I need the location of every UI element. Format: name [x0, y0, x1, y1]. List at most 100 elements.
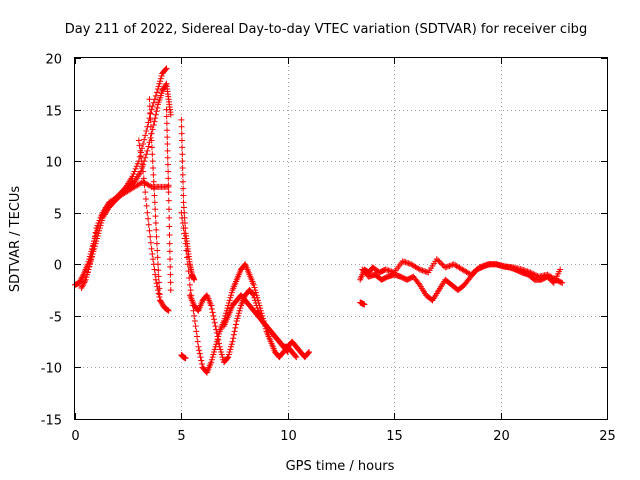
data-point: [213, 326, 220, 333]
data-point: [178, 116, 185, 123]
data-point: [167, 271, 174, 278]
data-point: [164, 147, 171, 154]
data-point: [153, 89, 160, 96]
data-point: [237, 305, 244, 312]
data-point: [164, 154, 171, 161]
data-point: [292, 353, 299, 360]
series-trace-j: [178, 352, 189, 362]
data-point: [79, 282, 86, 289]
data-point: [149, 158, 156, 165]
data-point: [230, 331, 237, 338]
data-point: [167, 263, 174, 270]
data-point: [361, 301, 368, 308]
data-point: [224, 305, 231, 312]
data-point: [384, 266, 391, 273]
data-point: [226, 348, 233, 355]
data-point: [235, 312, 242, 319]
data-point: [178, 123, 185, 130]
data-point: [155, 83, 162, 90]
data-point: [135, 137, 142, 144]
data-point: [184, 254, 191, 261]
data-point: [182, 240, 189, 247]
data-point: [80, 280, 87, 287]
data-point: [178, 209, 185, 216]
data-point: [97, 214, 104, 221]
data-point: [88, 254, 95, 261]
data-point: [148, 137, 155, 144]
data-point: [167, 279, 174, 286]
data-point: [251, 294, 258, 301]
data-point: [155, 273, 162, 280]
data-point: [147, 239, 154, 246]
series-trace-k: [220, 292, 291, 355]
data-point: [91, 233, 98, 240]
data-point: [155, 290, 162, 297]
data-point: [180, 225, 187, 232]
data-point: [403, 259, 410, 266]
series-trace-a: [72, 65, 170, 288]
data-point: [142, 154, 149, 161]
data-point: [184, 261, 191, 268]
data-point: [231, 328, 238, 335]
plot-area: [72, 65, 566, 376]
data-point: [211, 346, 218, 353]
data-point: [180, 185, 187, 192]
data-point: [136, 142, 143, 149]
data-point: [141, 182, 148, 189]
data-point: [179, 214, 186, 221]
data-point: [165, 175, 172, 182]
data-point: [81, 278, 88, 285]
data-point: [154, 104, 161, 111]
data-point: [157, 78, 164, 85]
data-point: [438, 260, 445, 267]
data-point: [152, 271, 159, 278]
data-point: [150, 99, 157, 106]
data-point: [236, 307, 243, 314]
data-point: [154, 247, 161, 254]
data-point: [167, 256, 174, 263]
data-point: [211, 348, 218, 355]
data-point: [150, 178, 157, 185]
y-tick-label: 10: [45, 156, 62, 171]
data-point: [284, 348, 291, 355]
x-tick-label: 0: [71, 429, 79, 444]
data-point: [210, 351, 217, 358]
data-point: [198, 360, 205, 367]
y-axis-label: SDTVAR / TECUs: [8, 186, 23, 293]
data-point: [211, 319, 218, 326]
data-point: [151, 192, 158, 199]
data-point: [167, 111, 174, 118]
data-point: [180, 192, 187, 199]
data-point: [213, 341, 220, 348]
data-point: [153, 108, 160, 115]
axis-ticks: 0 5 10 15 20 25 -15 -10 -5 0 5 10 15 20: [41, 53, 616, 445]
data-point: [149, 250, 156, 257]
data-point: [163, 120, 170, 127]
data-point: [208, 302, 215, 309]
data-point: [382, 266, 389, 273]
y-tick-label: 15: [45, 105, 62, 120]
data-point: [558, 279, 565, 286]
data-point: [146, 103, 153, 110]
series-trace-n: [357, 299, 368, 308]
data-point: [164, 307, 171, 314]
data-point: [145, 143, 152, 150]
data-point: [78, 275, 85, 282]
data-point: [141, 136, 148, 143]
data-point: [399, 258, 406, 265]
data-point: [94, 232, 101, 239]
data-point: [152, 206, 159, 213]
data-point: [228, 343, 235, 350]
data-point: [152, 111, 159, 118]
data-point: [191, 312, 198, 319]
data-point: [214, 333, 221, 340]
y-tick-label: -15: [41, 414, 62, 429]
data-point: [228, 292, 235, 299]
data-point: [192, 323, 199, 330]
data-point: [145, 215, 152, 222]
data-point: [137, 147, 144, 154]
data-point: [139, 163, 146, 170]
data-point: [284, 348, 291, 355]
plot-frame: [74, 57, 608, 420]
